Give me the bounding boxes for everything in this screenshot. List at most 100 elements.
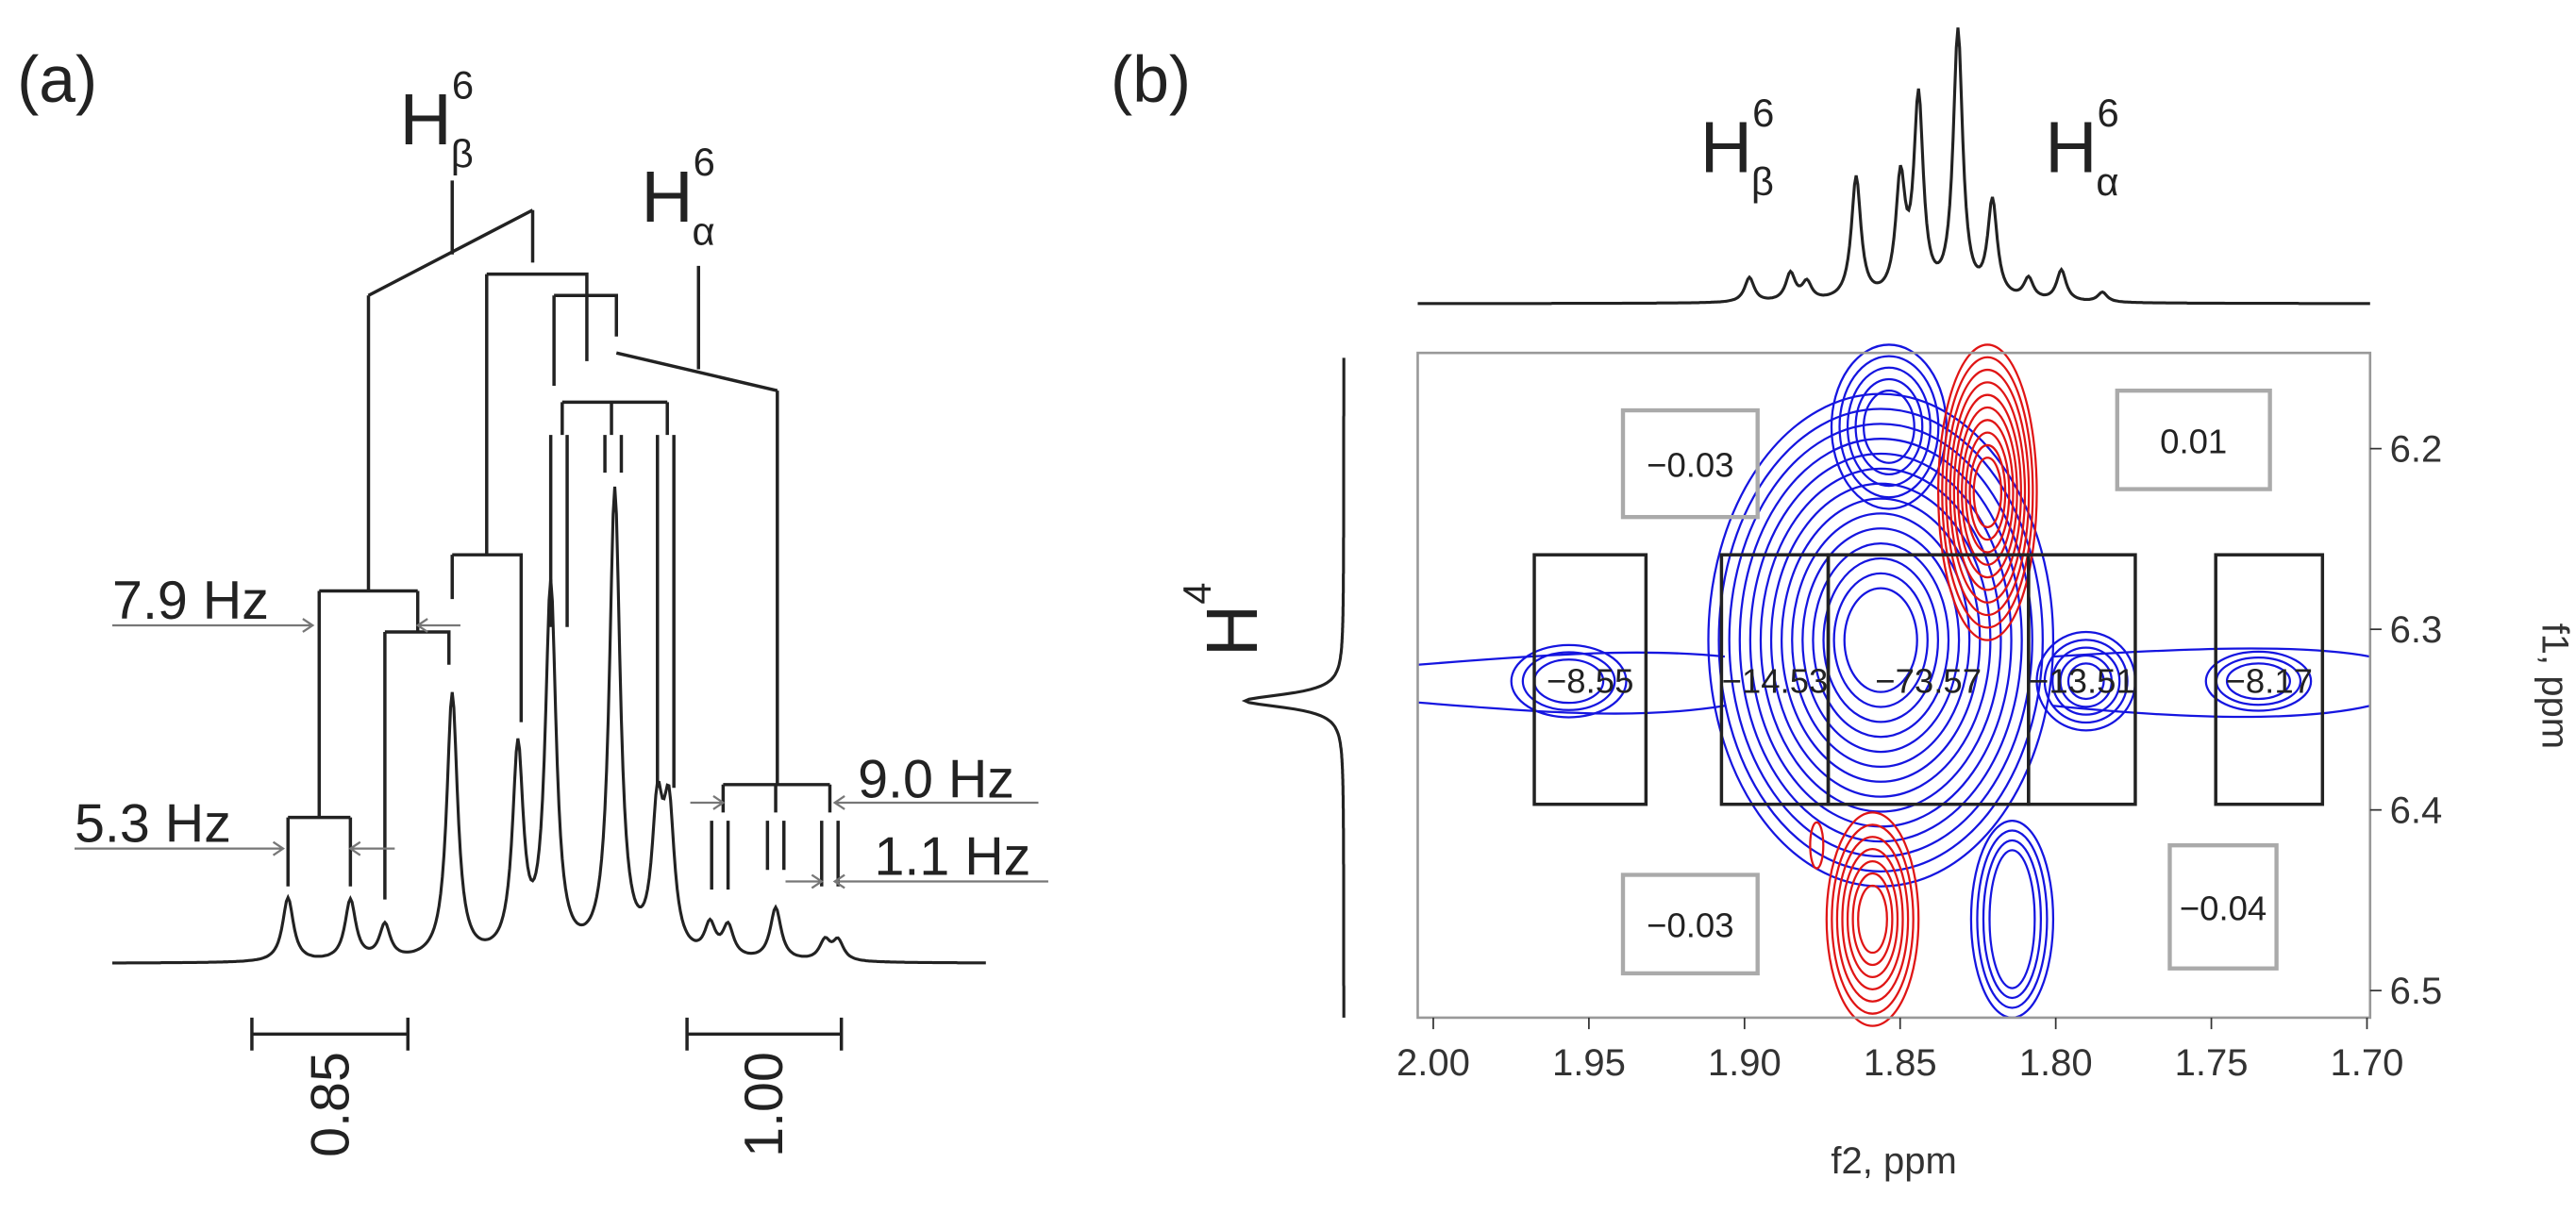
spectrum xyxy=(112,486,986,965)
x-tick-label: 2.00 xyxy=(1397,1042,1470,1084)
x-tick-label: 1.70 xyxy=(2331,1042,2404,1084)
contour xyxy=(1748,452,2013,828)
contour xyxy=(1825,811,1920,1027)
contour xyxy=(1801,527,1961,754)
corner-value: −0.03 xyxy=(1647,446,1733,485)
panel-label: (b) xyxy=(1111,42,1191,116)
peak-label: H6 β xyxy=(400,62,475,175)
contour xyxy=(1851,872,1894,967)
corner-value: 0.01 xyxy=(2160,422,2227,460)
box xyxy=(2167,843,2279,971)
contour xyxy=(1862,390,1915,464)
box xyxy=(1620,407,1760,520)
contour xyxy=(1854,377,1924,476)
contour xyxy=(1781,497,1982,783)
y-axis-label: f1, ppm xyxy=(2534,623,2576,749)
panel-label: (a) xyxy=(17,42,97,116)
coupling-arrows xyxy=(74,618,1048,889)
contour xyxy=(2066,662,2105,701)
contour xyxy=(1976,829,2049,1009)
box xyxy=(1620,872,1760,976)
contour xyxy=(1838,355,1940,499)
box xyxy=(2214,553,2325,806)
contour xyxy=(1972,457,2003,528)
contour xyxy=(1843,587,1918,693)
spectrum xyxy=(1417,27,2370,306)
x-tick-label: 1.90 xyxy=(1708,1042,1781,1084)
peak-label: H6 α xyxy=(2045,91,2119,204)
box-value: −8.55 xyxy=(1547,661,1633,700)
contour xyxy=(2204,650,2313,712)
contour xyxy=(1968,443,2007,541)
integral-bars xyxy=(250,1017,844,1051)
contour xyxy=(1961,419,2015,566)
contour xyxy=(1830,343,1948,510)
box-value: −14.53 xyxy=(1722,661,1829,700)
spectrum xyxy=(1241,357,1346,1018)
contour xyxy=(2059,654,2114,708)
x-tick-label: 1.75 xyxy=(2175,1042,2249,1084)
corner-value: −0.03 xyxy=(1647,906,1733,945)
box-value: −8.17 xyxy=(2226,661,2313,700)
coupling-label: 7.9 Hz xyxy=(112,571,269,631)
coupling-label: 5.3 Hz xyxy=(75,794,231,855)
contour xyxy=(1809,821,1825,870)
x-tick-label: 1.95 xyxy=(1552,1042,1626,1084)
spectra xyxy=(112,27,2370,1018)
contour xyxy=(1835,836,1910,1003)
plot-frame xyxy=(1416,351,2372,1020)
coupling-label: 9.0 Hz xyxy=(858,750,1014,810)
contour xyxy=(1956,406,2018,579)
contour xyxy=(1936,343,2038,641)
contour xyxy=(1945,368,2031,617)
contour xyxy=(1857,884,1888,955)
box xyxy=(2115,388,2272,491)
x-tick-label: 1.80 xyxy=(2019,1042,2093,1084)
x-tick-label: 1.85 xyxy=(1864,1042,1937,1084)
contour xyxy=(1822,557,1940,723)
peak-label: H6 α xyxy=(641,140,715,253)
contour xyxy=(1510,643,1628,719)
contour xyxy=(1846,859,1899,979)
y-tick-label: 6.2 xyxy=(2390,429,2443,471)
contour xyxy=(1988,849,2036,989)
box-value: −73.57 xyxy=(1875,661,1982,700)
contour xyxy=(1717,407,2044,872)
box-value: −13.51 xyxy=(2029,661,2135,700)
contour xyxy=(1812,541,1950,739)
y-tick-label: 6.4 xyxy=(2390,790,2443,832)
contour xyxy=(2043,639,2129,724)
contour xyxy=(1832,572,1929,708)
contour xyxy=(2225,662,2291,701)
integration-boxes: −8.55 −14.53 −73.57 −13.51 −8.17 −0.03 0.01 −0.… xyxy=(1532,388,2325,976)
contour xyxy=(1738,438,2023,843)
box xyxy=(2027,553,2137,806)
x-axis-label: f2, ppm xyxy=(1831,1140,1956,1182)
box xyxy=(1532,553,1648,806)
contour xyxy=(1965,431,2011,554)
peak-label: H6 β xyxy=(1700,91,1775,204)
contour xyxy=(1707,392,2055,888)
contour xyxy=(1831,823,1915,1015)
contour xyxy=(2051,646,2121,716)
y-tick-label: 6.5 xyxy=(2390,971,2443,1012)
contour xyxy=(1941,356,2034,629)
contours xyxy=(1417,343,2371,1027)
contour xyxy=(1846,366,1932,488)
integral-label: 0.85 xyxy=(301,1052,361,1157)
peak-label: H4 xyxy=(1175,583,1273,657)
contour xyxy=(1759,467,2002,813)
contour xyxy=(1791,512,1971,769)
contour xyxy=(1982,839,2043,1000)
corner-value: −0.04 xyxy=(2180,889,2267,927)
coupling-tree xyxy=(286,180,840,900)
y-tick-label: 6.3 xyxy=(2390,609,2443,651)
contour xyxy=(1949,381,2027,604)
contour xyxy=(1728,423,2033,858)
integral-label: 1.00 xyxy=(734,1052,795,1157)
contour xyxy=(1521,651,1616,711)
contour xyxy=(1841,848,1904,990)
coupling-label: 1.1 Hz xyxy=(874,827,1030,888)
contour xyxy=(1952,393,2022,591)
